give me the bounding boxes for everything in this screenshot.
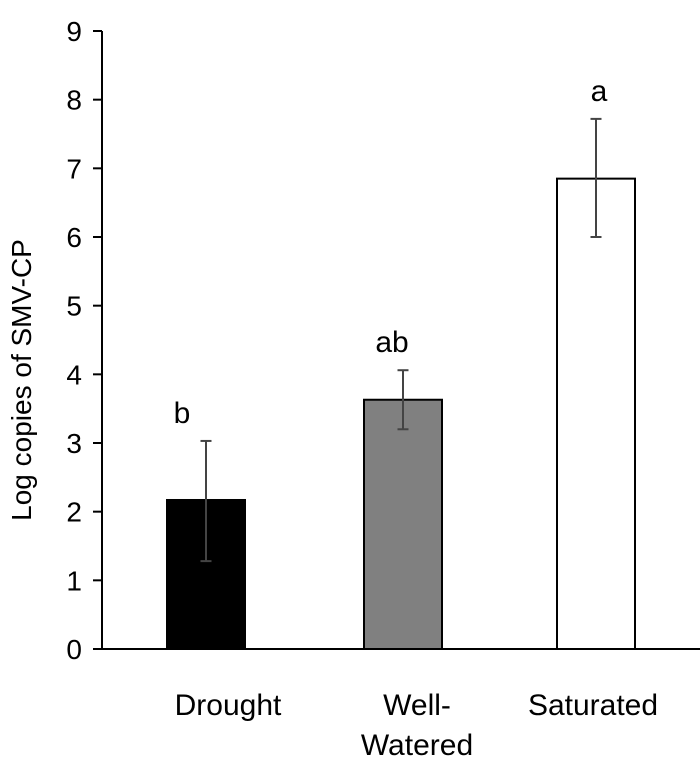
bars <box>166 177 636 651</box>
significance-letter: ab <box>375 326 408 359</box>
y-tick-label: 2 <box>66 497 82 528</box>
y-tick-label: 1 <box>66 565 82 596</box>
x-category-label: Well- <box>383 689 451 722</box>
x-category-label: Saturated <box>528 689 658 722</box>
bar <box>363 398 443 650</box>
significance-letter: a <box>591 75 608 108</box>
y-tick-label: 4 <box>66 359 82 390</box>
y-tick-label: 6 <box>66 222 82 253</box>
y-tick-label: 9 <box>66 16 82 47</box>
y-tick-label: 0 <box>66 634 82 665</box>
y-axis-ticks: 0 1 2 3 4 5 6 7 8 9 <box>66 16 102 665</box>
x-category-label: Watered <box>361 729 473 762</box>
y-axis-title: Log copies of SMV-CP <box>6 239 37 521</box>
y-tick-label: 3 <box>66 428 82 459</box>
significance-letter: b <box>174 397 191 430</box>
bar <box>556 177 636 650</box>
significance-letters: b ab a <box>174 75 608 430</box>
x-category-labels: Drought Well- Watered Saturated <box>175 689 658 762</box>
error-bars <box>200 117 602 563</box>
y-tick-label: 8 <box>66 85 82 116</box>
x-category-label: Drought <box>175 689 282 722</box>
y-tick-label: 5 <box>66 291 82 322</box>
y-tick-label: 7 <box>66 153 82 184</box>
